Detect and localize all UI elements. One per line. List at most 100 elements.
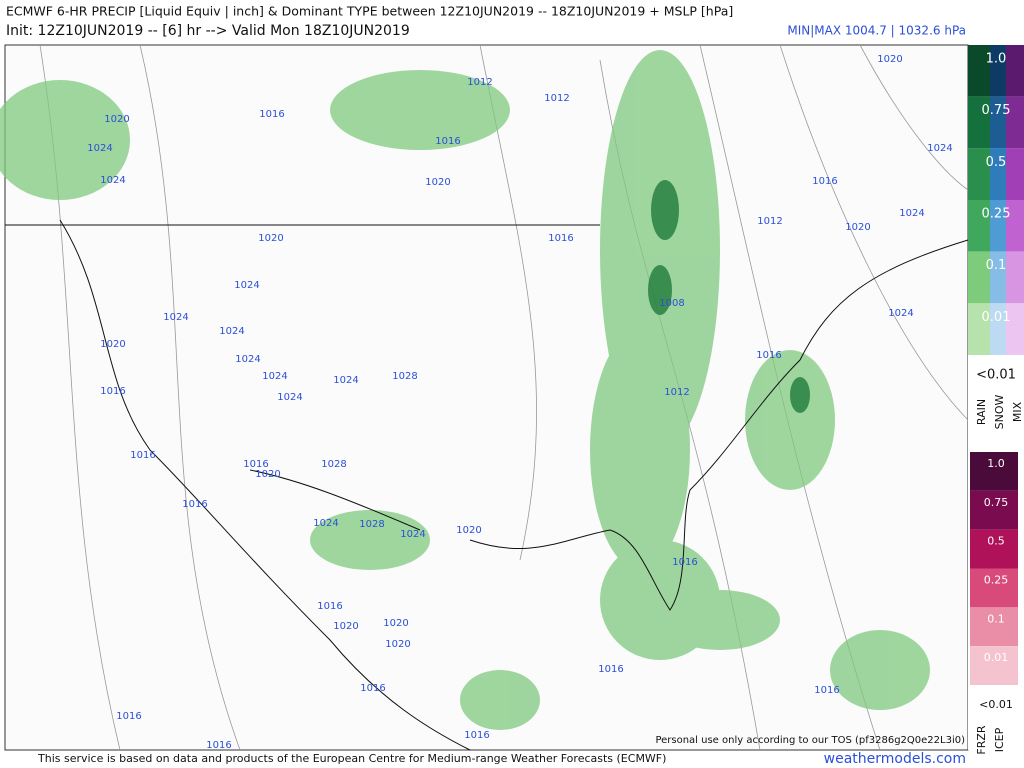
rain-scale-label: 1.0: [986, 52, 1007, 67]
footer-site: weathermodels.com: [824, 751, 966, 767]
isobar-label: 1012: [757, 216, 782, 227]
rain-scale-label: 0.75: [982, 103, 1011, 118]
isobar-label: 1016: [243, 459, 268, 470]
rain-swatch: [968, 251, 990, 304]
isobar-label: 1020: [333, 621, 358, 632]
isobar-label: 1020: [255, 469, 280, 480]
isobar-label: 1012: [664, 387, 689, 398]
isobar-label: 1016: [182, 499, 207, 510]
isobar-label: 1024: [400, 529, 425, 540]
isobar-label: 1016: [259, 109, 284, 120]
snow-swatch: [990, 303, 1006, 355]
ice-swatch: [970, 607, 1018, 647]
isobar-label: 1024: [100, 175, 125, 186]
isobar-label: 1016: [317, 601, 342, 612]
ice-scale-label: 1.0: [987, 457, 1005, 470]
isobar-label: 1016: [548, 233, 573, 244]
isobar-label: 1020: [104, 114, 129, 125]
isobar-label: 1020: [425, 177, 450, 188]
rain-swatch: [968, 200, 990, 252]
footer-credit: This service is based on data and produc…: [37, 752, 666, 765]
mix-swatch: [1006, 96, 1024, 149]
isobar-label: 1016: [756, 350, 781, 361]
isobar-label: 1008: [659, 298, 684, 309]
ice-type-label: FRZR: [975, 725, 988, 755]
tos-note: Personal use only according to our TOS (…: [655, 735, 965, 746]
isobar-label: 1020: [456, 525, 481, 536]
isobar-label: 1024: [313, 518, 338, 529]
isobar-label: 1020: [100, 339, 125, 350]
isobar-label: 1024: [888, 308, 913, 319]
isobar-label: 1020: [877, 54, 902, 65]
type-label: MIX: [1011, 401, 1024, 422]
isobar-label: 1020: [383, 618, 408, 629]
isobar-label: 1016: [672, 557, 697, 568]
isobar-label: 1020: [845, 222, 870, 233]
mix-swatch: [1006, 303, 1024, 355]
mix-swatch: [1006, 251, 1024, 304]
isobar-label: 1028: [359, 519, 384, 530]
isobar-label: 1012: [544, 93, 569, 104]
snow-swatch: [990, 200, 1006, 252]
rain-swatch: [968, 303, 990, 355]
isobar-label: 1016: [464, 730, 489, 741]
isobar-label: 1016: [116, 711, 141, 722]
isobar-label: 1016: [814, 685, 839, 696]
isobar-label: 1016: [812, 176, 837, 187]
rain-min: <0.01: [976, 368, 1016, 383]
isobar-label: 1024: [87, 143, 112, 154]
ice-swatch: [970, 490, 1018, 530]
ice-scale-label: 0.5: [987, 535, 1005, 548]
min-max: MIN|MAX 1004.7 | 1032.6 hPa: [787, 24, 966, 38]
snow-swatch: [990, 96, 1006, 149]
isobar-label: 1016: [100, 386, 125, 397]
isobar-label: 1028: [321, 459, 346, 470]
header-title: ECMWF 6-HR PRECIP [Liquid Equiv | inch] …: [6, 4, 733, 19]
isobar-label: 1016: [130, 450, 155, 461]
rain-swatch: [968, 96, 990, 149]
mix-swatch: [1006, 200, 1024, 252]
snow-swatch: [990, 45, 1006, 97]
rain-scale-label: 0.5: [986, 155, 1007, 170]
snow-swatch: [990, 251, 1006, 304]
rain-scale-label: 0.01: [982, 310, 1011, 325]
isobar-label: 1024: [927, 143, 952, 154]
isobar-label: 1024: [262, 371, 287, 382]
isobar-label: 1028: [392, 371, 417, 382]
isobar-label: 1024: [163, 312, 188, 323]
mix-swatch: [1006, 148, 1024, 200]
rain-swatch: [968, 148, 990, 200]
isobar-label: 1016: [598, 664, 623, 675]
isobar-label: 1020: [385, 639, 410, 650]
type-label: SNOW: [993, 395, 1006, 430]
isobar-label: 1020: [258, 233, 283, 244]
rain-swatch: [968, 45, 990, 97]
isobar-label: 1012: [467, 77, 492, 88]
map: [0, 44, 969, 751]
ice-swatch: [970, 646, 1018, 685]
isobar-label: 1016: [435, 136, 460, 147]
rain-scale-label: 0.25: [982, 207, 1011, 222]
ice-scale-label: 0.25: [984, 574, 1009, 587]
snow-swatch: [990, 148, 1006, 200]
ice-scale-label: 0.75: [984, 496, 1009, 509]
isobar-label: 1024: [277, 392, 302, 403]
ice-swatch: [970, 452, 1018, 491]
rain-scale-label: 0.1: [986, 258, 1007, 273]
isobar-label: 1024: [235, 354, 260, 365]
header-valid: Init: 12Z10JUN2019 -- [6] hr --> Valid M…: [6, 23, 410, 39]
mix-swatch: [1006, 45, 1024, 97]
type-label: RAIN: [975, 399, 988, 425]
isobar-label: 1024: [234, 280, 259, 291]
isobar-label: 1016: [360, 683, 385, 694]
ice-type-label: ICEP: [993, 727, 1006, 752]
ice-scale-label: 0.1: [987, 612, 1005, 625]
ice-swatch: [970, 529, 1018, 569]
isobar-label: 1024: [219, 326, 244, 337]
isobar-label: 1016: [206, 740, 231, 751]
ice-min: <0.01: [979, 698, 1013, 711]
ice-scale-label: 0.01: [984, 651, 1009, 664]
isobar-label: 1024: [333, 375, 358, 386]
isobar-label: 1024: [899, 208, 924, 219]
